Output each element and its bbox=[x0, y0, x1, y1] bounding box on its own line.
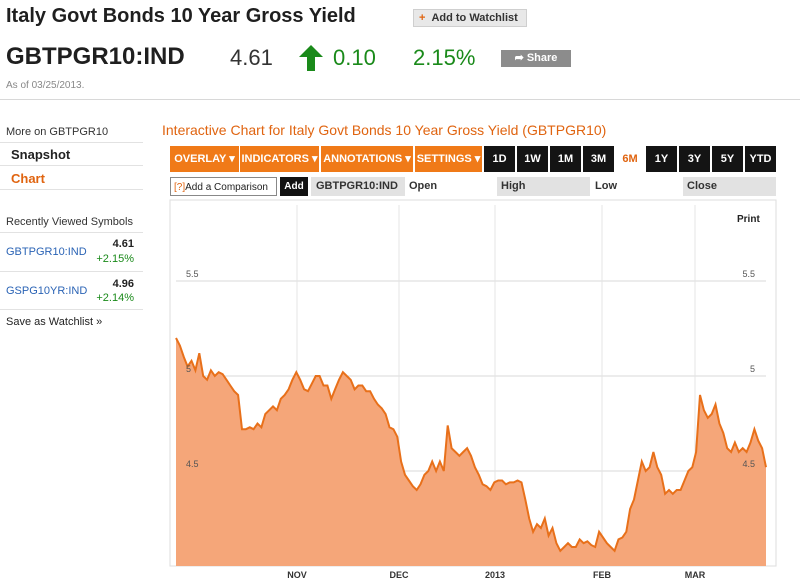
x-tick-label: MAR bbox=[685, 570, 706, 580]
add-comparison-button[interactable]: Add bbox=[280, 177, 308, 196]
settings-menu[interactable]: SETTINGS ▾ bbox=[415, 146, 482, 172]
recent-symbol-link[interactable]: GSPG10YR:IND bbox=[6, 285, 88, 297]
plus-icon: + bbox=[419, 12, 426, 24]
recent-symbol-change: +2.15% bbox=[96, 253, 134, 265]
range-1w-button[interactable]: 1W bbox=[517, 146, 548, 172]
help-icon[interactable]: [?] bbox=[174, 182, 186, 193]
range-6m-button[interactable]: 6M bbox=[616, 146, 644, 172]
open-label: Open bbox=[409, 180, 438, 192]
x-tick-label: FEB bbox=[593, 570, 612, 580]
as-of-date: As of 03/25/2013. bbox=[6, 80, 85, 91]
comparison-input[interactable]: [?]Add a Comparison bbox=[170, 177, 277, 196]
range-1y-button[interactable]: 1Y bbox=[646, 146, 677, 172]
watchlist-label: Add to Watchlist bbox=[431, 12, 518, 24]
divider bbox=[0, 232, 143, 233]
recent-symbol-price: 4.96 bbox=[112, 278, 134, 290]
x-tick-label: DEC bbox=[389, 570, 409, 580]
y-tick-label-left: 5 bbox=[186, 364, 191, 374]
y-tick-label-right: 5.5 bbox=[742, 269, 755, 279]
sidebar-item-chart[interactable]: Chart bbox=[0, 167, 143, 190]
range-5y-button[interactable]: 5Y bbox=[712, 146, 743, 172]
y-tick-label-right: 4.5 bbox=[742, 459, 755, 469]
recent-symbols-heading: Recently Viewed Symbols bbox=[6, 216, 133, 228]
sidebar-heading: More on GBTPGR10 bbox=[6, 126, 109, 138]
high-label: High bbox=[497, 177, 590, 196]
range-1m-button[interactable]: 1M bbox=[550, 146, 581, 172]
range-3m-button[interactable]: 3M bbox=[583, 146, 614, 172]
chart-heading: Interactive Chart for Italy Govt Bonds 1… bbox=[162, 122, 607, 138]
annotations-menu[interactable]: ANNOTATIONS ▾ bbox=[321, 146, 413, 172]
ticker-symbol: GBTPGR10:IND bbox=[6, 43, 185, 70]
close-label: Close bbox=[683, 177, 776, 196]
page-title: Italy Govt Bonds 10 Year Gross Yield bbox=[6, 5, 356, 27]
share-label: Share bbox=[526, 52, 558, 64]
recent-symbol-price: 4.61 bbox=[112, 238, 134, 250]
up-arrow-icon bbox=[299, 45, 323, 71]
sidebar-item-snapshot[interactable]: Snapshot bbox=[0, 143, 143, 166]
yield-line bbox=[175, 337, 767, 553]
comparison-placeholder: Add a Comparison bbox=[185, 182, 268, 193]
y-tick-label-left: 4.5 bbox=[186, 459, 199, 469]
add-to-watchlist-button[interactable]: + Add to Watchlist bbox=[413, 9, 527, 27]
y-tick-label-right: 5 bbox=[750, 364, 755, 374]
range-ytd-button[interactable]: YTD bbox=[745, 146, 776, 172]
range-1d-button[interactable]: 1D bbox=[484, 146, 515, 172]
price-change: 0.10 bbox=[333, 45, 376, 70]
axis-labels: 4.5 4.5 5 5 5.5 5.5 NOV DEC 2013 FEB MAR bbox=[186, 269, 755, 580]
divider bbox=[0, 99, 800, 100]
save-as-watchlist-link[interactable]: Save as Watchlist » bbox=[6, 316, 103, 328]
divider bbox=[0, 271, 143, 272]
recent-symbol-change: +2.14% bbox=[96, 292, 134, 304]
overlay-menu[interactable]: OVERLAY ▾ bbox=[170, 146, 239, 172]
last-price: 4.61 bbox=[230, 45, 273, 70]
yield-area bbox=[176, 338, 766, 566]
print-link[interactable]: Print bbox=[737, 214, 760, 225]
share-icon: ➦ bbox=[514, 52, 527, 64]
indicators-menu[interactable]: INDICATORS ▾ bbox=[240, 146, 319, 172]
recent-symbol-link[interactable]: GBTPGR10:IND bbox=[6, 246, 87, 258]
range-3y-button[interactable]: 3Y bbox=[679, 146, 710, 172]
divider bbox=[0, 142, 143, 143]
low-label: Low bbox=[595, 180, 617, 192]
x-tick-label: 2013 bbox=[485, 570, 505, 580]
y-tick-label-left: 5.5 bbox=[186, 269, 199, 279]
share-button[interactable]: ➦ Share bbox=[501, 50, 571, 67]
symbol-label: GBTPGR10:IND bbox=[311, 177, 405, 196]
divider bbox=[0, 309, 143, 310]
percent-change: 2.15% bbox=[413, 45, 476, 70]
x-tick-label: NOV bbox=[287, 570, 307, 580]
